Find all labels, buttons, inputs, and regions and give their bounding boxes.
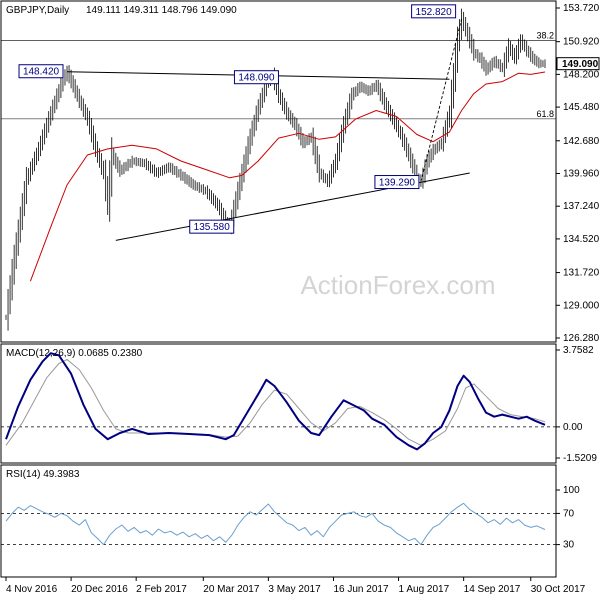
price-y-tick-label: 131.720 <box>563 268 600 279</box>
x-tick-label: 1 Aug 2017 <box>399 584 450 595</box>
price-label-box <box>374 175 420 190</box>
price-label-box <box>189 219 235 234</box>
price-label: 135.580 <box>194 222 231 233</box>
price-label-box <box>411 4 457 19</box>
x-tick-label: 20 Dec 2016 <box>71 584 128 595</box>
price-y-tick-label: 139.960 <box>563 168 600 179</box>
rsi-panel-frame <box>0 464 557 578</box>
x-tick-label: 16 Jun 2017 <box>333 584 388 595</box>
price-y-tick-label: 134.520 <box>563 234 600 245</box>
macd-line <box>5 352 546 451</box>
price-label: 139.290 <box>379 178 416 189</box>
price-label: 152.820 <box>416 7 453 18</box>
moving-average-line <box>29 71 546 282</box>
x-tick-label: 4 Nov 2016 <box>6 584 58 595</box>
price-y-tick-label: 126.280 <box>563 333 600 344</box>
rsi-plot <box>1 502 556 546</box>
rsi-y-tick-label: 100 <box>563 485 580 496</box>
x-tick-label: 20 Mar 2017 <box>203 584 260 595</box>
price-y-tick-label: 129.000 <box>563 300 600 311</box>
rsi-y-tick-label: 30 <box>563 540 575 551</box>
macd-y-tick-label: 0.00 <box>563 422 583 433</box>
price-label-box <box>233 70 279 85</box>
price-y-tick-label: 150.920 <box>563 37 600 48</box>
price-y-tick-label: 142.680 <box>563 136 600 147</box>
x-tick-label: 14 Sep 2017 <box>464 584 521 595</box>
price-y-tick-label: 148.200 <box>563 69 600 80</box>
macd-plot <box>1 352 556 451</box>
x-tick-label: 2 Feb 2017 <box>136 584 187 595</box>
watermark: ActionForex.com <box>300 270 495 300</box>
macd-y-tick-label: 3.7582 <box>563 345 594 356</box>
price-label: 148.090 <box>238 73 275 84</box>
fib-label: 61.8 <box>536 109 554 119</box>
rally-dashed-line <box>420 18 463 182</box>
price-header-ohlc: 149.111 149.311 148.796 149.090 <box>86 5 237 16</box>
price-label: 148.420 <box>23 67 60 78</box>
price-y-tick-label: 153.720 <box>563 3 600 14</box>
rsi-line <box>5 502 546 546</box>
rsi-y-tick-label: 70 <box>563 508 575 519</box>
price-header-symbol: GBPJPY,Daily <box>6 5 69 16</box>
macd-panel-frame <box>0 343 557 464</box>
x-tick-label: 30 Oct 2017 <box>531 584 586 595</box>
price-y-tick-label: 137.240 <box>563 201 600 212</box>
last-price-box <box>556 57 600 71</box>
price-panel-frame <box>0 0 557 343</box>
x-tick-label: 3 May 2017 <box>268 584 321 595</box>
fib-label: 38.2 <box>536 31 554 41</box>
macd-signal-line <box>5 358 546 446</box>
rsi-header: RSI(14) 49.3983 <box>6 469 80 480</box>
last-price-label: 149.090 <box>562 59 599 70</box>
price-y-tick-label: 145.480 <box>563 102 600 113</box>
macd-header: MACD(12,26,9) 0.0685 0.2380 <box>6 348 143 359</box>
price-label-box <box>18 64 64 79</box>
macd-y-tick-label: -1.5209 <box>563 453 597 464</box>
price-plot: 38.2 61.8 148.420 148.090 152.820 135.580 139.… <box>1 4 556 331</box>
axes: 153.720 150.920 148.200 145.480 142.680 139.9… <box>5 3 600 595</box>
